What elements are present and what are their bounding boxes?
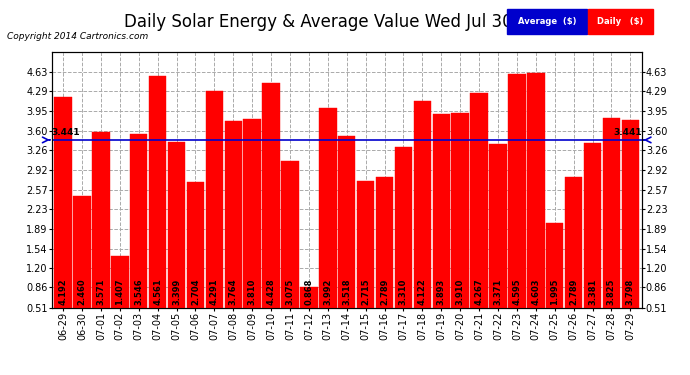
Bar bbox=[622, 120, 639, 337]
Bar bbox=[224, 122, 242, 337]
Text: 3.546: 3.546 bbox=[135, 278, 144, 304]
Text: Daily Solar Energy & Average Value Wed Jul 30 05:54: Daily Solar Energy & Average Value Wed J… bbox=[124, 13, 566, 31]
Text: 4.603: 4.603 bbox=[531, 278, 540, 304]
Bar bbox=[149, 76, 166, 337]
Bar bbox=[319, 108, 337, 337]
Text: 0.868: 0.868 bbox=[304, 278, 313, 304]
Bar bbox=[603, 118, 620, 337]
Bar bbox=[451, 113, 469, 337]
Text: 4.122: 4.122 bbox=[418, 278, 427, 304]
Bar bbox=[584, 143, 601, 337]
Bar bbox=[376, 177, 393, 337]
Text: 1.407: 1.407 bbox=[115, 278, 124, 304]
Text: 3.381: 3.381 bbox=[588, 278, 597, 304]
Text: 4.192: 4.192 bbox=[59, 278, 68, 304]
Text: Copyright 2014 Cartronics.com: Copyright 2014 Cartronics.com bbox=[7, 32, 148, 41]
Text: 3.075: 3.075 bbox=[286, 278, 295, 304]
Text: 1.995: 1.995 bbox=[550, 278, 559, 304]
Text: 3.810: 3.810 bbox=[248, 278, 257, 304]
Text: 3.893: 3.893 bbox=[437, 278, 446, 304]
Bar bbox=[206, 92, 223, 337]
Text: 4.561: 4.561 bbox=[153, 278, 162, 304]
Bar bbox=[111, 256, 128, 337]
Text: Average  ($): Average ($) bbox=[518, 17, 576, 26]
Bar bbox=[565, 177, 582, 337]
Text: 4.428: 4.428 bbox=[266, 278, 275, 304]
Text: 3.571: 3.571 bbox=[97, 278, 106, 304]
Bar bbox=[527, 74, 544, 337]
Bar bbox=[471, 93, 488, 337]
Bar bbox=[187, 182, 204, 337]
Bar bbox=[395, 147, 412, 337]
Bar bbox=[300, 287, 317, 337]
Bar bbox=[509, 74, 526, 337]
Text: 2.460: 2.460 bbox=[77, 278, 86, 304]
Bar bbox=[433, 114, 450, 337]
Text: 3.371: 3.371 bbox=[493, 278, 502, 304]
Text: 3.910: 3.910 bbox=[455, 278, 464, 304]
Bar bbox=[282, 161, 299, 337]
Bar bbox=[55, 97, 72, 337]
Bar bbox=[92, 132, 110, 337]
Bar bbox=[168, 142, 185, 337]
Text: 4.291: 4.291 bbox=[210, 278, 219, 304]
Text: Daily   ($): Daily ($) bbox=[598, 17, 644, 26]
Text: 2.704: 2.704 bbox=[191, 278, 200, 304]
Bar bbox=[357, 182, 375, 337]
Text: 4.267: 4.267 bbox=[475, 278, 484, 304]
Bar bbox=[244, 119, 261, 337]
Text: 4.595: 4.595 bbox=[513, 278, 522, 304]
Text: 2.789: 2.789 bbox=[380, 278, 389, 304]
Text: 2.789: 2.789 bbox=[569, 278, 578, 304]
Text: 3.441: 3.441 bbox=[613, 128, 642, 137]
Bar bbox=[130, 134, 148, 337]
Bar bbox=[546, 223, 564, 337]
Bar bbox=[73, 196, 90, 337]
Text: 3.764: 3.764 bbox=[229, 278, 238, 304]
Text: 3.399: 3.399 bbox=[172, 278, 181, 304]
Text: 2.715: 2.715 bbox=[361, 278, 370, 304]
Text: 3.798: 3.798 bbox=[626, 278, 635, 304]
Text: 3.441: 3.441 bbox=[52, 128, 80, 137]
Text: 3.310: 3.310 bbox=[399, 278, 408, 304]
Text: 3.992: 3.992 bbox=[324, 278, 333, 304]
Text: 3.518: 3.518 bbox=[342, 278, 351, 304]
Bar bbox=[414, 101, 431, 337]
Bar bbox=[338, 135, 355, 337]
Text: 3.825: 3.825 bbox=[607, 278, 616, 304]
Bar bbox=[262, 84, 279, 337]
Bar bbox=[489, 144, 506, 337]
